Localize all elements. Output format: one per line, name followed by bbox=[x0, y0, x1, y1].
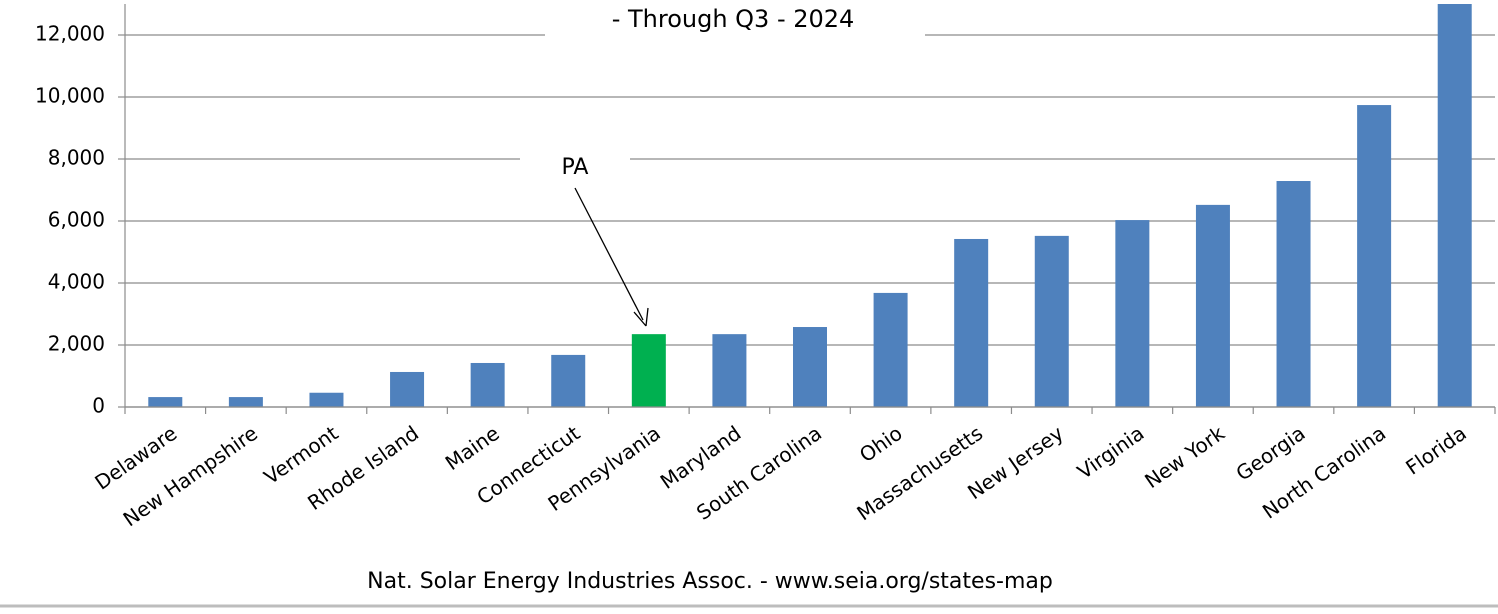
arrow-head bbox=[633, 307, 649, 327]
bar bbox=[551, 354, 586, 407]
bar bbox=[631, 334, 666, 407]
x-tick-label: New York bbox=[1140, 421, 1229, 493]
annotation-arrow bbox=[574, 187, 644, 321]
bar bbox=[1276, 181, 1311, 407]
x-tick-label: Ohio bbox=[855, 421, 907, 467]
annotation: PA bbox=[562, 155, 589, 180]
x-tick-label: Virginia bbox=[1073, 421, 1149, 484]
bar bbox=[712, 334, 747, 407]
y-tick-label: 2,000 bbox=[48, 332, 105, 356]
y-tick-label: 8,000 bbox=[48, 146, 105, 170]
bar bbox=[793, 327, 827, 407]
annotation-bg bbox=[520, 150, 630, 186]
x-tick-label: New Hampshire bbox=[119, 421, 262, 531]
x-tick-label: Maine bbox=[441, 421, 504, 475]
bar bbox=[309, 392, 344, 407]
bar bbox=[148, 397, 183, 407]
chart-title: - Through Q3 - 2024 bbox=[612, 5, 855, 33]
bar bbox=[1437, 4, 1472, 407]
y-tick-label: 0 bbox=[92, 394, 105, 418]
y-tick-label: 4,000 bbox=[48, 270, 105, 294]
y-tick-label: 6,000 bbox=[48, 208, 105, 232]
bar bbox=[470, 362, 505, 407]
x-tick-label: Florida bbox=[1401, 421, 1470, 480]
bar bbox=[873, 292, 908, 407]
bar bbox=[390, 371, 425, 407]
bar bbox=[954, 238, 989, 407]
bar bbox=[228, 397, 263, 407]
bar bbox=[1034, 235, 1069, 407]
bar bbox=[1115, 220, 1150, 407]
title-bg bbox=[545, 5, 925, 37]
y-tick-label: 10,000 bbox=[35, 84, 105, 108]
source: Nat. Solar Energy Industries Assoc. - ww… bbox=[367, 569, 1053, 594]
y-tick-label: 12,000 bbox=[35, 22, 105, 46]
bar bbox=[1357, 105, 1392, 407]
bar bbox=[1195, 204, 1230, 407]
